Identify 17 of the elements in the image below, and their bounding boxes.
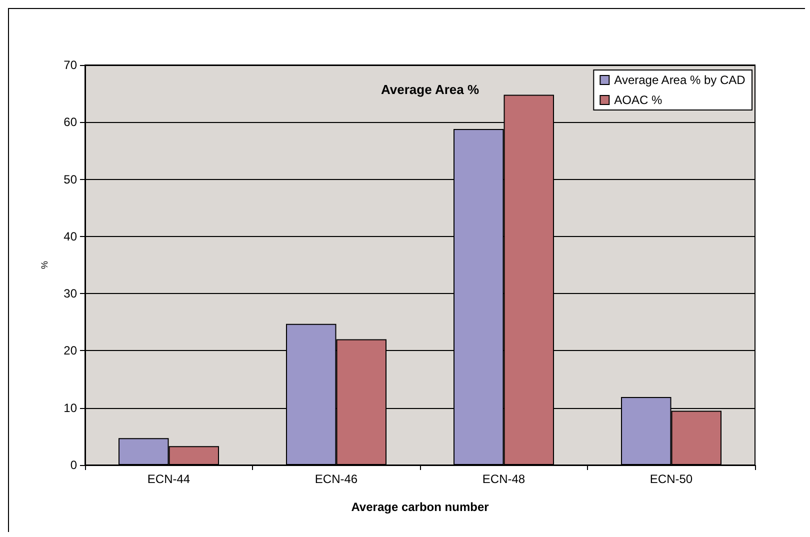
y-tick-label: 30 (64, 286, 78, 301)
x-axis-title: Average carbon number (351, 500, 490, 514)
y-tick-label: 0 (70, 458, 78, 472)
x-tick-label: ECN-44 (147, 472, 190, 486)
y-tick-label: 50 (64, 172, 78, 186)
legend-label: AOAC % (614, 93, 662, 107)
y-tick-label: 40 (64, 229, 78, 244)
x-tick-label: ECN-46 (314, 472, 358, 486)
text: Average Area % (380, 82, 480, 97)
y-axis-title: % (40, 260, 50, 270)
x-tick-label: ECN-50 (650, 472, 693, 486)
y-tick-label: 60 (64, 115, 78, 130)
x-tick-label: ECN-48 (482, 472, 526, 486)
y-tick-label: 10 (64, 400, 78, 415)
y-tick-label: 20 (64, 344, 78, 358)
y-tick-label: 70 (64, 58, 78, 72)
legend-label: Average Area % by CAD (614, 73, 746, 87)
